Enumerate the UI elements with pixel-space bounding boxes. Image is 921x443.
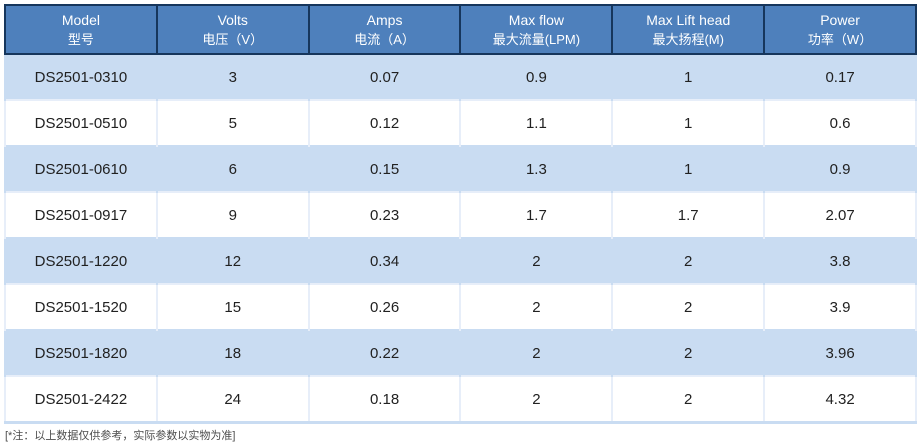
table-row: DS2501-1520 15 0.26 2 2 3.9	[4, 283, 917, 330]
value-cell: 3.9	[763, 283, 917, 330]
value-cell: 1.7	[459, 191, 614, 238]
header-max-lift: Max Lift head 最大扬程(M)	[611, 4, 766, 55]
value-cell: 4.32	[763, 375, 917, 424]
header-amps-zh: 电流（A）	[354, 31, 415, 47]
value-cell: 24	[155, 375, 310, 424]
header-amps-en: Amps	[366, 11, 403, 28]
header-max-flow: Max flow 最大流量(LPM)	[459, 4, 614, 55]
value-cell: 1.7	[611, 191, 766, 238]
value-cell: 1	[611, 54, 766, 100]
header-power-zh: 功率（W）	[807, 31, 873, 47]
value-cell: 0.07	[307, 54, 462, 100]
model-cell: DS2501-0917	[4, 191, 158, 238]
value-cell: 0.23	[307, 191, 462, 238]
model-cell: DS2501-0510	[4, 99, 158, 146]
table-row: DS2501-0510 5 0.12 1.1 1 0.6	[4, 99, 917, 146]
value-cell: 3	[155, 54, 310, 100]
value-cell: 9	[155, 191, 310, 238]
value-cell: 2	[611, 283, 766, 330]
table-header: Model 型号 Volts 电压（V） Amps 电流（A） Max flow…	[4, 4, 917, 55]
model-cell: DS2501-2422	[4, 375, 158, 424]
model-cell: DS2501-0610	[4, 145, 158, 192]
header-model: Model 型号	[4, 4, 158, 55]
table-row: DS2501-0610 6 0.15 1.3 1 0.9	[4, 145, 917, 192]
header-row: Model 型号 Volts 电压（V） Amps 电流（A） Max flow…	[4, 4, 917, 55]
value-cell: 0.34	[307, 237, 462, 284]
model-cell: DS2501-1520	[4, 283, 158, 330]
value-cell: 3.96	[763, 329, 917, 376]
spec-sheet-page: Model 型号 Volts 电压（V） Amps 电流（A） Max flow…	[4, 4, 917, 442]
table-row: DS2501-2422 24 0.18 2 2 4.32	[4, 375, 917, 424]
header-max-flow-zh: 最大流量(LPM)	[492, 31, 581, 47]
header-power-en: Power	[820, 11, 860, 28]
value-cell: 0.17	[763, 54, 917, 100]
header-volts-zh: 电压（V）	[202, 31, 264, 47]
header-volts-en: Volts	[217, 11, 248, 28]
value-cell: 1.3	[459, 145, 614, 192]
header-max-flow-en: Max flow	[508, 11, 565, 28]
value-cell: 0.15	[307, 145, 462, 192]
value-cell: 2	[459, 329, 614, 376]
value-cell: 2	[459, 375, 614, 424]
table-row: DS2501-0917 9 0.23 1.7 1.7 2.07	[4, 191, 917, 238]
value-cell: 2	[611, 375, 766, 424]
table-row: DS2501-1820 18 0.22 2 2 3.96	[4, 329, 917, 376]
value-cell: 2	[611, 237, 766, 284]
value-cell: 6	[155, 145, 310, 192]
model-cell: DS2501-0310	[4, 54, 158, 100]
header-amps: Amps 电流（A）	[307, 4, 462, 55]
pump-spec-table: Model 型号 Volts 电压（V） Amps 电流（A） Max flow…	[4, 4, 917, 424]
value-cell: 0.26	[307, 283, 462, 330]
header-max-lift-en: Max Lift head	[646, 11, 731, 28]
value-cell: 0.9	[459, 54, 614, 100]
value-cell: 1	[611, 99, 766, 146]
footnote: [*注：以上数据仅供参考，实际参数以实物为准]	[5, 430, 236, 442]
table-body: DS2501-0310 3 0.07 0.9 1 0.17 DS2501-0510 5 0.12…	[4, 54, 917, 424]
value-cell: 18	[155, 329, 310, 376]
table-row: DS2501-1220 12 0.34 2 2 3.8	[4, 237, 917, 284]
value-cell: 0.18	[307, 375, 462, 424]
table-row: DS2501-0310 3 0.07 0.9 1 0.17	[4, 54, 917, 100]
value-cell: 0.22	[307, 329, 462, 376]
header-volts: Volts 电压（V）	[155, 4, 310, 55]
header-model-en: Model	[61, 11, 100, 28]
header-max-lift-zh: 最大扬程(M)	[652, 31, 724, 47]
value-cell: 0.9	[763, 145, 917, 192]
model-cell: DS2501-1820	[4, 329, 158, 376]
value-cell: 3.8	[763, 237, 917, 284]
value-cell: 2	[459, 283, 614, 330]
value-cell: 2.07	[763, 191, 917, 238]
value-cell: 12	[155, 237, 310, 284]
value-cell: 0.6	[763, 99, 917, 146]
value-cell: 2	[611, 329, 766, 376]
value-cell: 5	[155, 99, 310, 146]
value-cell: 1	[611, 145, 766, 192]
header-model-zh: 型号	[67, 31, 94, 47]
value-cell: 0.12	[307, 99, 462, 146]
value-cell: 15	[155, 283, 310, 330]
value-cell: 2	[459, 237, 614, 284]
model-cell: DS2501-1220	[4, 237, 158, 284]
header-power: Power 功率（W）	[763, 4, 917, 55]
value-cell: 1.1	[459, 99, 614, 146]
